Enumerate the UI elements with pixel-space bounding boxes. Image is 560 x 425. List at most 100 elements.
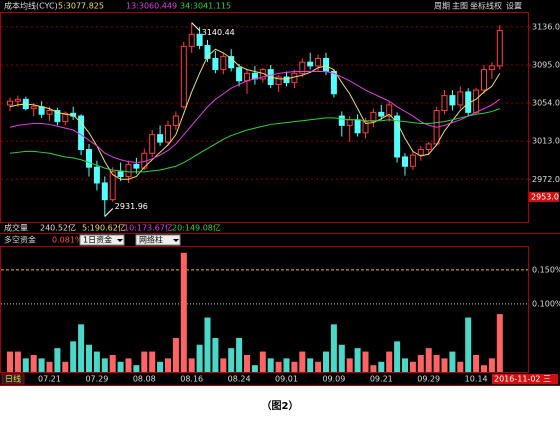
- candle-body: [101, 182, 108, 201]
- candle-body: [157, 134, 164, 143]
- bar: [378, 361, 385, 372]
- candle-body: [386, 104, 393, 117]
- bar: [196, 344, 203, 372]
- bar: [465, 317, 472, 372]
- bar: [481, 365, 487, 372]
- selector-label[interactable]: 网络柱: [139, 235, 163, 245]
- max-annotation: 3140.44: [202, 28, 235, 37]
- selector[interactable]: [79, 234, 125, 246]
- candle-body: [109, 171, 116, 201]
- candle-body: [172, 115, 179, 126]
- candle-body: [212, 57, 219, 71]
- x-tick-label: 10.14: [465, 375, 488, 384]
- candle-body: [236, 67, 243, 82]
- candle-body: [338, 115, 345, 126]
- bar: [236, 337, 243, 372]
- selector[interactable]: [135, 234, 181, 246]
- legend-entry: 5:3077.825: [58, 2, 104, 11]
- y-tick-label: 3054.0: [532, 99, 560, 108]
- volume-header: 成交量: [4, 223, 28, 233]
- bar: [267, 358, 274, 372]
- candle-body: [54, 109, 61, 123]
- bar: [54, 348, 61, 372]
- toolbar-button[interactable]: 主图: [452, 1, 468, 11]
- ma-line: [9, 48, 501, 180]
- x-tick-label: 08.08: [133, 375, 156, 384]
- candle-body: [409, 154, 416, 167]
- bar: [315, 361, 322, 372]
- period-label[interactable]: 日线: [5, 374, 21, 384]
- bar: [425, 348, 432, 372]
- x-tick-label: 09.01: [275, 375, 298, 384]
- bar: [165, 358, 171, 372]
- candle-body: [441, 95, 448, 111]
- cursor-label: 2953.0: [531, 192, 559, 201]
- y-tick-label: 3136.0: [532, 22, 560, 31]
- candle-body: [354, 119, 361, 134]
- volume-header: 240.52亿: [40, 223, 76, 233]
- chart-title: 成本均线(CYC): [4, 1, 58, 11]
- volume-header: 10:173.67亿: [124, 223, 173, 233]
- bar: [212, 337, 219, 372]
- bar: [7, 351, 13, 372]
- candle-body: [62, 112, 69, 123]
- candle-body: [323, 57, 329, 72]
- price-panel-border: [0, 12, 529, 223]
- candle-body: [346, 119, 353, 126]
- bar: [204, 317, 211, 372]
- y-tick-label: 0.100%: [532, 299, 560, 308]
- candle-body: [370, 111, 377, 123]
- bar: [323, 351, 329, 372]
- annotation-leader: [191, 22, 201, 32]
- fund-title: 多空资金: [4, 235, 36, 245]
- candle-body: [14, 98, 21, 102]
- candle-body: [125, 163, 132, 177]
- x-tick-label: 09.09: [322, 375, 345, 384]
- bar: [457, 361, 464, 372]
- x-tick-label: 09.21: [370, 375, 393, 384]
- bar: [244, 354, 250, 372]
- bar: [307, 358, 314, 372]
- period-button[interactable]: [1, 373, 25, 385]
- candle-body: [291, 72, 298, 84]
- bar: [386, 351, 393, 372]
- x-tick-label: 07.21: [38, 375, 61, 384]
- toolbar-button[interactable]: 设置: [506, 1, 522, 11]
- bar: [275, 361, 282, 372]
- bar: [283, 358, 290, 372]
- candle-body: [330, 70, 337, 95]
- selector-label[interactable]: 1日资金: [83, 235, 112, 245]
- bar: [220, 358, 227, 372]
- toolbar-button[interactable]: 权: [494, 1, 502, 11]
- candle-body: [180, 45, 187, 108]
- bar: [180, 252, 187, 372]
- bar: [188, 358, 195, 372]
- toolbar-button[interactable]: 坐标线: [470, 1, 494, 11]
- bar: [409, 361, 416, 372]
- cursor-box: [529, 191, 559, 202]
- candle-body: [457, 91, 464, 106]
- candle-body: [275, 76, 282, 85]
- bar: [125, 358, 132, 372]
- candle-body: [496, 30, 503, 67]
- candle-body: [117, 171, 124, 177]
- ma-line: [9, 108, 500, 173]
- candle-body: [449, 95, 456, 106]
- candle-body: [307, 61, 314, 67]
- legend-entry: 34:3041.115: [180, 2, 231, 11]
- toolbar-button[interactable]: 周期: [434, 2, 450, 11]
- candle-body: [93, 166, 100, 184]
- caption: （图2）: [262, 399, 299, 412]
- candle-body: [425, 143, 432, 151]
- x-tick-label: 08.24: [228, 375, 251, 384]
- bar: [141, 351, 148, 372]
- bar: [417, 354, 424, 372]
- current-date: 2016-11-02 三: [494, 375, 551, 384]
- fund-panel-border: [0, 246, 529, 373]
- bar: [172, 337, 179, 372]
- fund-current: 0.081%: [52, 236, 83, 245]
- candle-body: [417, 149, 424, 156]
- bar: [441, 358, 448, 372]
- candle-body: [228, 56, 235, 69]
